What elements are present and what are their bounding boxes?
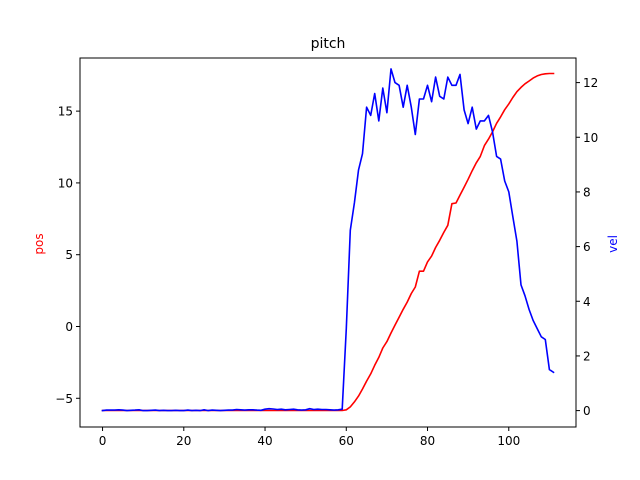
y-left-tick-label: 5 [65, 248, 73, 262]
y-right-tick-label: 10 [583, 131, 598, 145]
y-right-tick-label: 8 [583, 185, 591, 199]
y-left-axis-label: pos [32, 233, 46, 254]
y-right-tick-label: 6 [583, 240, 591, 254]
y-right-tick-label: 4 [583, 295, 591, 309]
y-left-tick-label: 10 [58, 176, 73, 190]
y-right-tick-label: 2 [583, 349, 591, 363]
plot-frame [79, 57, 577, 428]
y-right-tick-label: 12 [583, 76, 598, 90]
x-tick-label: 60 [339, 434, 354, 448]
series-line-pos [101, 72, 555, 412]
chart-title: pitch [311, 36, 346, 52]
x-tick-label: 100 [497, 434, 520, 448]
x-tick-label: 40 [257, 434, 272, 448]
y-left-tick-label: 0 [65, 320, 73, 334]
x-tick-label: 20 [176, 434, 191, 448]
x-tick-label: 80 [420, 434, 435, 448]
y-right-axis-label: vel [606, 235, 620, 253]
y-left-tick-label: −5 [55, 392, 73, 406]
y-right-tick-label: 0 [583, 404, 591, 418]
x-tick-label: 0 [99, 434, 107, 448]
y-left-tick-label: 15 [58, 105, 73, 119]
axes-layer: 0 20 40 60 80 100 −5 0 5 10 15 0 2 4 6 8 10 12 [55, 57, 598, 448]
series-line-vel [101, 68, 555, 412]
series-layer [101, 68, 555, 412]
